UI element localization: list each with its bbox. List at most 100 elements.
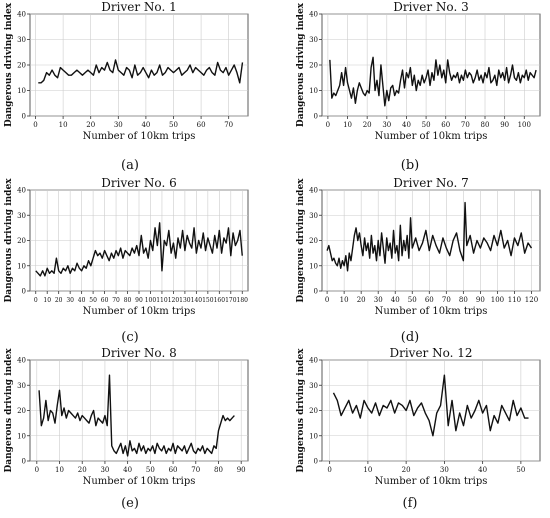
x-tick-label: 50 <box>146 466 155 474</box>
y-axis-label: Dangerous driving index <box>296 348 306 473</box>
x-tick-label: 80 <box>214 466 223 474</box>
x-tick-label: 80 <box>459 296 468 304</box>
x-tick-label: 180 <box>237 297 249 304</box>
series-line-0 <box>326 201 533 272</box>
x-tick-label: 0 <box>326 121 330 129</box>
x-tick-label: 40 <box>78 297 86 304</box>
x-tick-label: 40 <box>402 121 411 129</box>
chart-title: Driver No. 8 <box>101 346 176 360</box>
x-tick-label: 30 <box>382 121 391 129</box>
y-tick-label: 30 <box>17 212 26 220</box>
x-tick-label: 70 <box>191 466 200 474</box>
x-tick-label: 30 <box>114 121 123 129</box>
y-tick-label: 20 <box>309 407 318 415</box>
x-tick-label: 130 <box>179 297 191 304</box>
series-line-0 <box>35 222 243 277</box>
chart-panel-5: 0 10 20 30 40 0 10 20 30 40 50 Driver No. 12 Number … <box>296 346 541 487</box>
x-tick-label: 120 <box>525 296 538 304</box>
x-tick-label: 160 <box>214 297 226 304</box>
y-tick-label: 40 <box>309 187 318 195</box>
x-tick-label: 60 <box>197 121 206 129</box>
y-tick-label: 20 <box>309 62 318 70</box>
chart-panel-1: 0 10 20 30 40 0 10 20 30 40 50 60 70 80 90 100 Driver No… <box>296 0 541 142</box>
y-tick-label: 10 <box>17 87 26 95</box>
x-tick-label: 20 <box>363 121 372 129</box>
y-tick-label: 20 <box>17 237 26 245</box>
y-tick-label: 0 <box>314 288 318 296</box>
y-tick-label: 10 <box>309 432 318 440</box>
x-tick-label: 50 <box>422 121 431 129</box>
x-tick-label: 0 <box>33 121 37 129</box>
x-tick-label: 10 <box>55 466 64 474</box>
panel-label-d: (d) <box>401 330 419 345</box>
x-tick-label: 40 <box>478 466 487 474</box>
y-axis-label: Dangerous driving index <box>4 178 14 303</box>
x-axis-label: Number of 10km trips <box>83 306 196 317</box>
x-tick-label: 50 <box>408 296 417 304</box>
series-line-0 <box>332 374 529 437</box>
x-tick-label: 70 <box>442 296 451 304</box>
chart-panel-0: 0 10 20 30 40 0 10 20 30 40 50 60 70 Driver No. 1 Numb… <box>4 0 249 142</box>
chart-panel-4: 0 10 20 30 40 0 10 20 30 40 50 60 70 80 90 Driver No. 8… <box>4 346 249 487</box>
y-tick-label: 30 <box>17 36 26 44</box>
x-tick-label: 100 <box>491 296 504 304</box>
x-tick-label: 60 <box>169 466 178 474</box>
x-axis-label: Number of 10km trips <box>375 306 488 317</box>
x-tick-label: 20 <box>86 121 95 129</box>
chart-title: Driver No. 3 <box>393 0 468 14</box>
y-tick-label: 20 <box>17 62 26 70</box>
x-tick-label: 30 <box>66 297 74 304</box>
y-tick-label: 0 <box>314 113 318 121</box>
x-tick-label: 70 <box>461 121 470 129</box>
x-tick-label: 20 <box>55 297 63 304</box>
x-tick-label: 30 <box>100 466 109 474</box>
x-tick-label: 170 <box>225 297 237 304</box>
series-line-0 <box>329 56 537 107</box>
panel-label-c: (c) <box>121 330 138 345</box>
x-tick-label: 110 <box>508 296 521 304</box>
x-tick-label: 0 <box>327 466 331 474</box>
x-tick-label: 90 <box>500 121 509 129</box>
x-tick-label: 10 <box>59 121 68 129</box>
chart-title: Driver No. 12 <box>389 346 472 360</box>
x-tick-label: 40 <box>141 121 150 129</box>
y-tick-label: 10 <box>17 262 26 270</box>
y-tick-label: 40 <box>17 357 26 365</box>
x-tick-label: 30 <box>440 466 449 474</box>
x-axis-label: Number of 10km trips <box>83 476 196 487</box>
panel-label-f: (f) <box>403 496 418 511</box>
chart-title: Driver No. 6 <box>101 176 176 190</box>
x-tick-label: 0 <box>35 466 39 474</box>
x-tick-label: 70 <box>112 297 120 304</box>
y-tick-label: 40 <box>309 11 318 19</box>
x-tick-label: 90 <box>476 296 485 304</box>
chart-panel-3: 0 10 20 30 40 0 10 20 30 40 50 60 70 80 90 100 110 120 Dri… <box>296 176 541 317</box>
y-tick-label: 30 <box>309 212 318 220</box>
x-tick-label: 90 <box>237 466 246 474</box>
series-line-0 <box>38 59 244 84</box>
y-axis-label: Dangerous driving index <box>4 2 14 127</box>
x-tick-label: 10 <box>343 121 352 129</box>
x-axis-label: Number of 10km trips <box>375 131 488 142</box>
y-tick-label: 40 <box>309 357 318 365</box>
x-tick-label: 140 <box>191 297 203 304</box>
x-tick-label: 50 <box>169 121 178 129</box>
y-tick-label: 40 <box>17 187 26 195</box>
x-tick-label: 120 <box>168 297 180 304</box>
y-tick-label: 0 <box>314 458 318 466</box>
y-tick-label: 30 <box>17 382 26 390</box>
x-tick-label: 10 <box>340 296 349 304</box>
y-tick-label: 40 <box>17 11 26 19</box>
y-tick-label: 30 <box>309 382 318 390</box>
x-tick-label: 40 <box>123 466 132 474</box>
x-tick-label: 0 <box>325 296 329 304</box>
y-tick-label: 0 <box>22 113 26 121</box>
y-tick-label: 30 <box>309 36 318 44</box>
x-tick-label: 100 <box>518 121 531 129</box>
x-tick-label: 50 <box>89 297 97 304</box>
y-tick-label: 20 <box>309 237 318 245</box>
panel-label-a: (a) <box>121 158 139 173</box>
series-line-0 <box>38 374 235 457</box>
